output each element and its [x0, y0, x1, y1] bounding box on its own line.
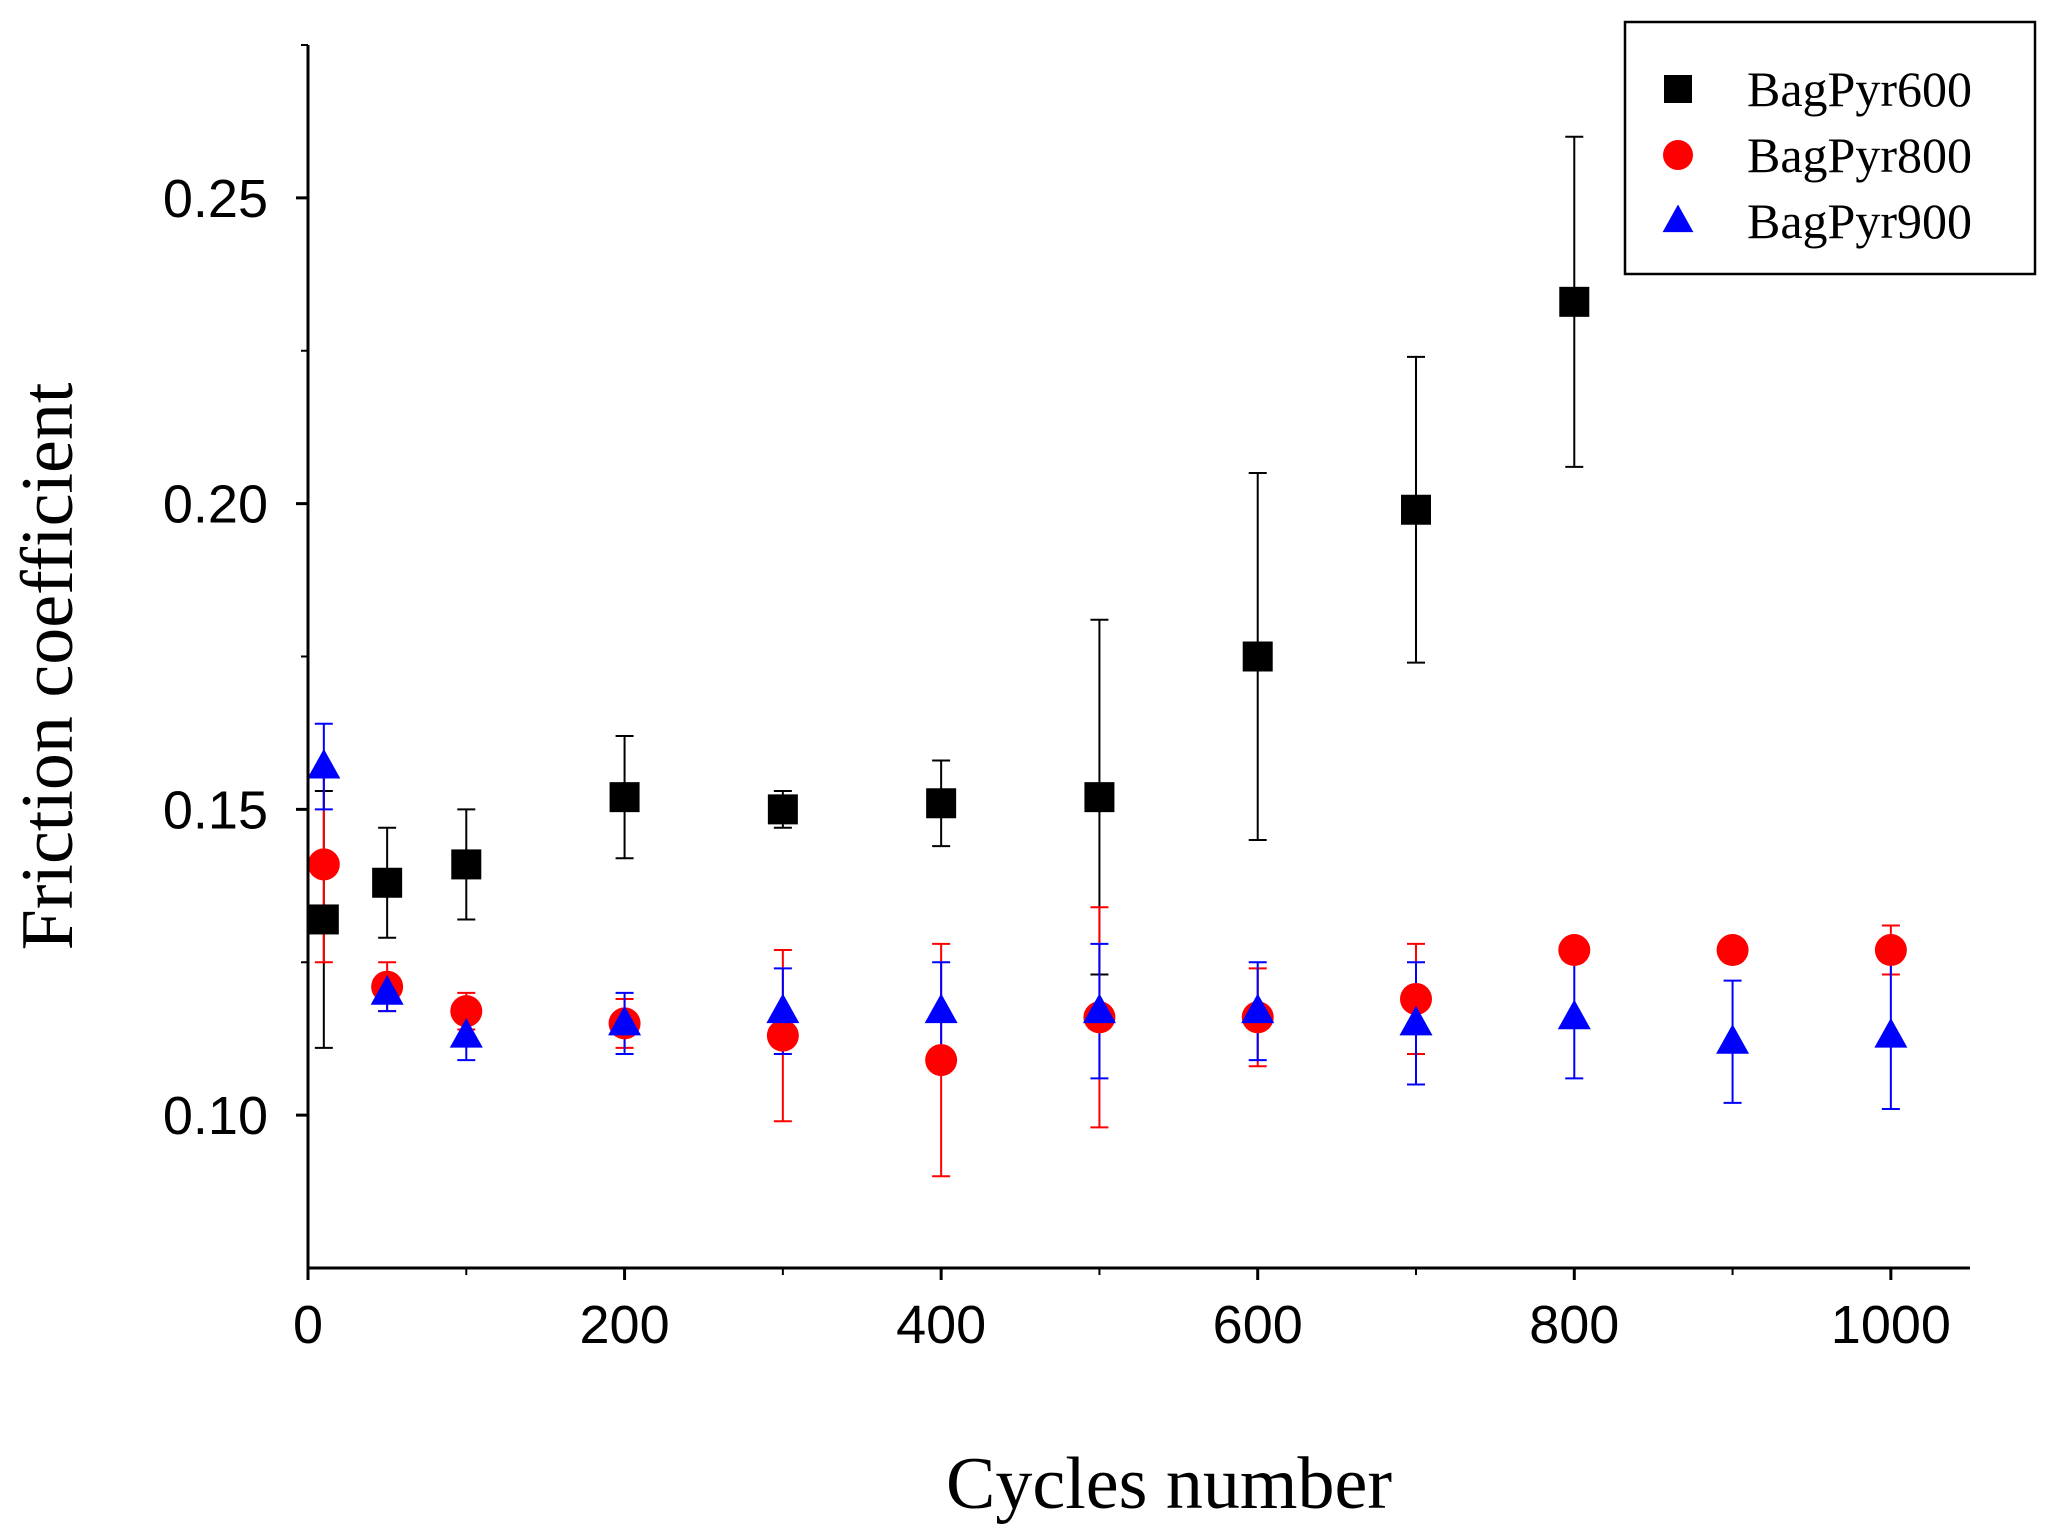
bagpyr600-point [1401, 494, 1431, 525]
bagpyr600-point [609, 782, 640, 813]
x-tick-label: 0 [293, 1295, 323, 1355]
bagpyr900-point [1716, 1024, 1750, 1054]
y-axis-title: Friction coefficient [7, 382, 89, 950]
legend-marker-bagpyr900 [1662, 204, 1694, 233]
x-tick-label: 800 [1529, 1295, 1619, 1355]
x-axis-title: Cycles number [946, 1443, 1392, 1525]
bagpyr800-point [450, 995, 483, 1028]
bagpyr900-point [1082, 993, 1116, 1024]
bagpyr600-point [451, 849, 482, 880]
y-tick-label: 0.25 [163, 169, 268, 229]
y-tick-label: 0.20 [163, 475, 268, 535]
bagpyr800-point [307, 848, 340, 881]
legend-box [1623, 20, 2037, 276]
y-tick-label: 0.15 [163, 780, 268, 840]
x-tick-label: 400 [896, 1295, 986, 1355]
legend-label-bagpyr900: BagPyr900 [1747, 193, 1972, 249]
x-tick-label: 600 [1213, 1295, 1303, 1355]
bagpyr800-point [1874, 934, 1907, 967]
bagpyr800-point [1558, 934, 1591, 967]
y-tick-label: 0.10 [163, 1086, 268, 1146]
x-tick-label: 200 [580, 1295, 670, 1355]
bagpyr800-point [766, 1019, 799, 1052]
legend-label-bagpyr600: BagPyr600 [1747, 61, 1972, 117]
bagpyr900-point [307, 748, 341, 779]
bagpyr600-point [767, 794, 798, 825]
bagpyr900-point [370, 975, 404, 1005]
axes-layer: 0 200 400 600 800 1000 0.10 0.15 0.20 0.25 [163, 44, 1970, 1355]
bagpyr600-point [372, 867, 403, 898]
legend-marker-bagpyr600 [1664, 75, 1692, 103]
legend-label-bagpyr800: BagPyr800 [1747, 127, 1972, 183]
bagpyr600-point [1242, 641, 1273, 672]
bagpyr600-point [308, 904, 339, 935]
bagpyr900-point [608, 1005, 642, 1036]
x-tick-label: 1000 [1831, 1295, 1951, 1355]
bagpyr900-point [1399, 1005, 1433, 1036]
bagpyr900-point [1874, 1017, 1908, 1048]
legend: BagPyr600 BagPyr800 BagPyr900 [1623, 20, 2037, 276]
bagpyr600-point [1084, 782, 1115, 813]
bagpyr900-point [924, 993, 958, 1024]
bagpyr900-point [1557, 999, 1591, 1030]
bagpyr800-point [1400, 982, 1432, 1015]
bagpyr600-point [926, 788, 957, 819]
legend-marker-bagpyr800 [1663, 140, 1693, 170]
bagpyr900-point [766, 993, 800, 1024]
bagpyr800-point [925, 1044, 958, 1077]
bagpyr900-point [449, 1017, 483, 1048]
bagpyr900-point [1241, 993, 1275, 1024]
marker-layer [307, 286, 1908, 1077]
bagpyr600-point [1559, 286, 1590, 317]
bagpyr800-point [1716, 934, 1749, 967]
